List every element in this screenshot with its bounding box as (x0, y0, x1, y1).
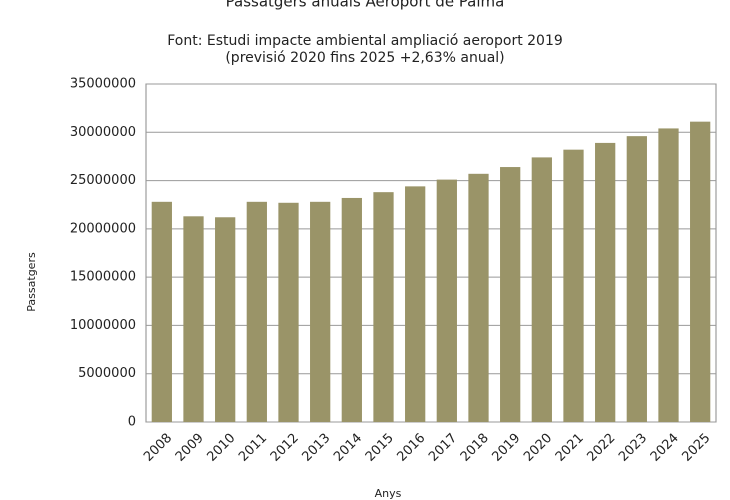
y-tick-label: 35000000 (70, 77, 136, 92)
x-tick-label: 2019 (489, 431, 523, 465)
bar (151, 201, 172, 422)
bar (278, 202, 299, 422)
x-tick-label: 2009 (173, 431, 207, 465)
y-tick-label: 25000000 (70, 173, 136, 188)
bar (341, 197, 362, 422)
bar (658, 128, 679, 422)
chart-title: Passatgers anuals Aeroport de Palma (226, 0, 505, 11)
bar (468, 173, 489, 422)
x-tick-label: 2008 (141, 431, 175, 465)
x-axis-label: Anys (375, 487, 402, 500)
chart-subtitle: (previsió 2020 fins 2025 +2,63% anual) (225, 50, 504, 66)
bar (531, 157, 552, 422)
bar (563, 149, 584, 422)
x-tick-label: 2017 (426, 431, 460, 465)
x-tick-label: 2024 (648, 431, 682, 465)
bar (183, 216, 204, 422)
x-tick-label: 2015 (363, 431, 397, 465)
y-axis-label: Passatgers (25, 252, 38, 312)
x-tick-label: 2010 (204, 431, 238, 465)
x-tick-label: 2023 (616, 431, 650, 465)
y-tick-label: 10000000 (70, 318, 136, 333)
bar (405, 186, 426, 422)
bar (215, 217, 236, 422)
y-tick-label: 20000000 (70, 221, 136, 236)
bar (626, 136, 647, 423)
x-tick-label: 2013 (299, 431, 333, 465)
y-tick-label: 30000000 (70, 125, 136, 140)
x-tick-label: 2021 (553, 431, 587, 465)
x-tick-label: 2025 (679, 431, 713, 465)
bar (595, 142, 616, 422)
x-tick-label: 2018 (458, 431, 492, 465)
x-tick-label: 2022 (584, 431, 618, 465)
bar (690, 121, 711, 423)
y-tick-label: 5000000 (78, 366, 136, 381)
bar (436, 179, 457, 422)
bar (246, 201, 267, 422)
bar (373, 192, 394, 422)
bar (500, 167, 521, 422)
x-tick-label: 2020 (521, 431, 555, 465)
x-tick-label: 2011 (236, 431, 270, 465)
x-tick-label: 2016 (394, 431, 428, 465)
y-tick-label: 15000000 (70, 270, 136, 285)
x-tick-label: 2012 (268, 431, 302, 465)
x-tick-label: 2014 (331, 431, 365, 465)
chart-subtitle: Font: Estudi impacte ambiental ampliació… (167, 33, 563, 49)
y-tick-label: 0 (128, 415, 136, 430)
bar (310, 201, 331, 422)
